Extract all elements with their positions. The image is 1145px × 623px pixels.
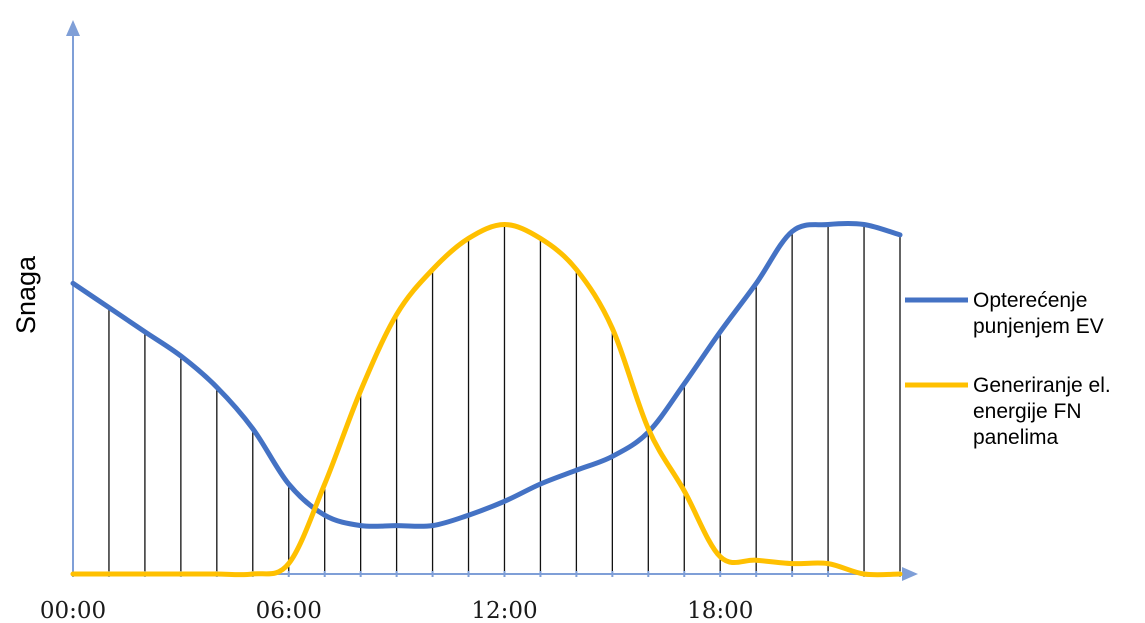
- legend-label: energije FN: [973, 400, 1082, 423]
- y-axis-arrow: [66, 20, 80, 36]
- x-axis-arrow: [902, 567, 918, 581]
- axes: [66, 20, 918, 581]
- y-axis-label: Snaga: [11, 255, 41, 334]
- x-tick-labels: 00:00 06:00 12:00 18:00: [40, 598, 754, 623]
- legend: Opterećenje punjenjem EV Generiranje el. en…: [905, 289, 1111, 449]
- x-tick-label: 06:00: [256, 598, 322, 623]
- series-line-ev-load: [70, 220, 903, 529]
- series-layer: [70, 220, 903, 578]
- legend-label: Opterećenje: [973, 289, 1087, 312]
- x-tick-label: 12:00: [471, 598, 537, 623]
- legend-label: Generiranje el.: [973, 374, 1111, 397]
- x-tick-label: 18:00: [687, 598, 753, 623]
- x-tick-label: 00:00: [40, 598, 106, 623]
- series-line-pv-generation: [70, 222, 903, 578]
- hatch-lines: [72, 224, 901, 574]
- legend-label: punjenjem EV: [973, 315, 1104, 338]
- legend-label: panelima: [973, 426, 1059, 449]
